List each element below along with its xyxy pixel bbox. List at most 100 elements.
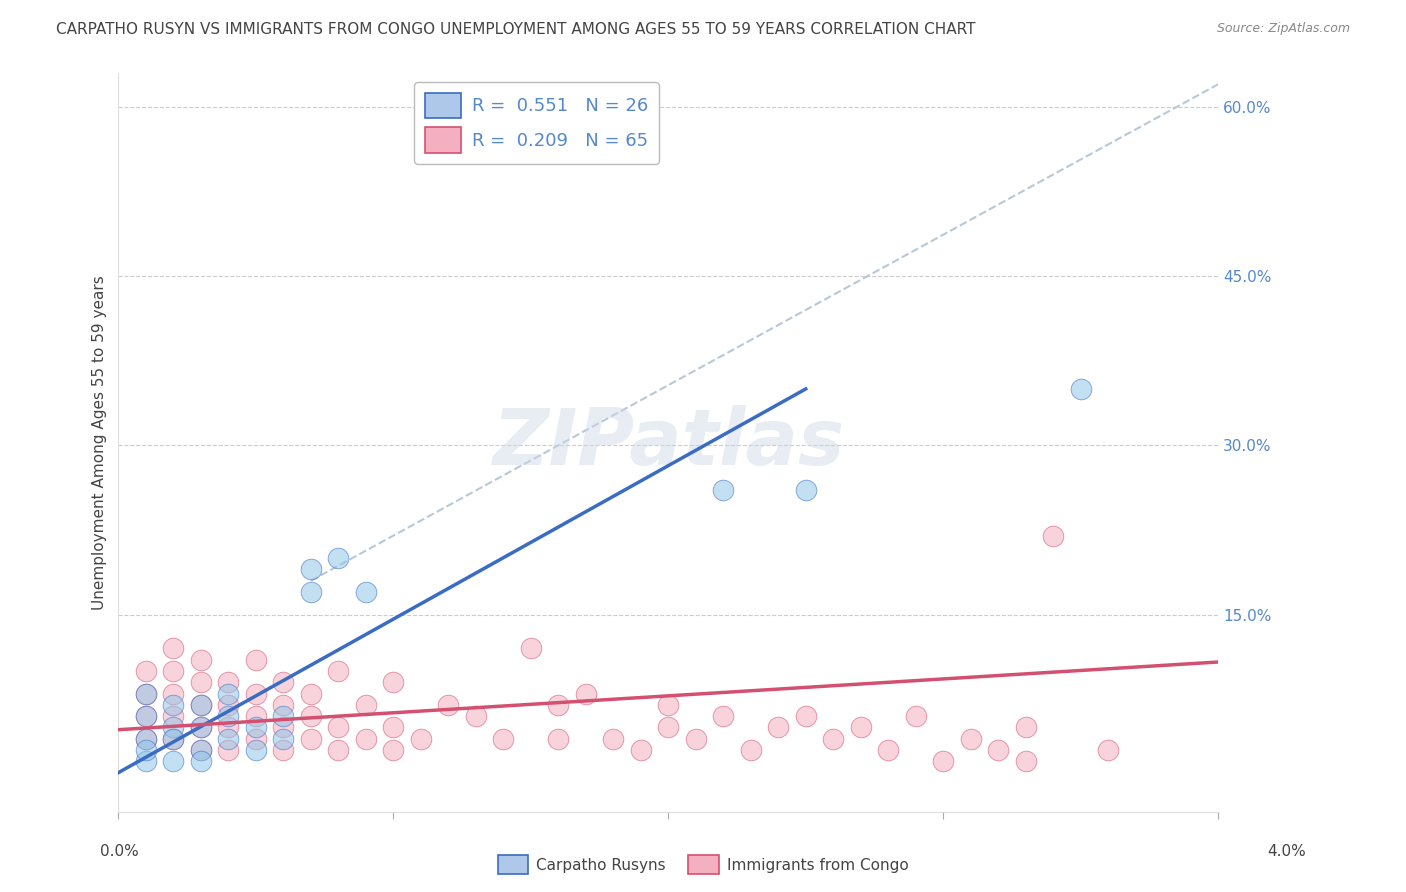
Point bbox=[1042, 528, 1064, 542]
Point bbox=[328, 664, 350, 678]
Point bbox=[437, 698, 460, 712]
Point bbox=[245, 743, 267, 757]
Point bbox=[299, 687, 322, 701]
Point bbox=[328, 551, 350, 566]
Point bbox=[1015, 721, 1038, 735]
Point bbox=[135, 754, 157, 768]
Point bbox=[768, 721, 790, 735]
Point bbox=[904, 709, 927, 723]
Point bbox=[190, 721, 212, 735]
Point bbox=[162, 687, 184, 701]
Point bbox=[547, 731, 569, 746]
Point bbox=[135, 664, 157, 678]
Point bbox=[245, 709, 267, 723]
Point bbox=[987, 743, 1010, 757]
Point bbox=[273, 675, 295, 690]
Point bbox=[932, 754, 955, 768]
Point bbox=[299, 709, 322, 723]
Point bbox=[273, 743, 295, 757]
Point bbox=[299, 585, 322, 599]
Point bbox=[575, 687, 598, 701]
Point bbox=[135, 687, 157, 701]
Text: 4.0%: 4.0% bbox=[1267, 845, 1306, 859]
Point bbox=[135, 731, 157, 746]
Point bbox=[245, 653, 267, 667]
Point bbox=[273, 698, 295, 712]
Point bbox=[245, 731, 267, 746]
Point bbox=[190, 743, 212, 757]
Legend: Carpatho Rusyns, Immigrants from Congo: Carpatho Rusyns, Immigrants from Congo bbox=[492, 849, 914, 880]
Point bbox=[382, 675, 405, 690]
Point bbox=[382, 721, 405, 735]
Point bbox=[190, 698, 212, 712]
Point bbox=[162, 641, 184, 656]
Point bbox=[520, 641, 543, 656]
Point bbox=[162, 698, 184, 712]
Text: Source: ZipAtlas.com: Source: ZipAtlas.com bbox=[1216, 22, 1350, 36]
Point bbox=[382, 743, 405, 757]
Point bbox=[217, 675, 239, 690]
Point bbox=[217, 721, 239, 735]
Point bbox=[135, 709, 157, 723]
Text: CARPATHO RUSYN VS IMMIGRANTS FROM CONGO UNEMPLOYMENT AMONG AGES 55 TO 59 YEARS C: CARPATHO RUSYN VS IMMIGRANTS FROM CONGO … bbox=[56, 22, 976, 37]
Point bbox=[547, 698, 569, 712]
Point bbox=[245, 721, 267, 735]
Y-axis label: Unemployment Among Ages 55 to 59 years: Unemployment Among Ages 55 to 59 years bbox=[93, 275, 107, 610]
Point bbox=[602, 731, 624, 746]
Point bbox=[657, 721, 679, 735]
Point bbox=[657, 698, 679, 712]
Point bbox=[299, 731, 322, 746]
Point bbox=[711, 483, 734, 498]
Point bbox=[740, 743, 762, 757]
Point bbox=[190, 743, 212, 757]
Point bbox=[492, 731, 515, 746]
Point bbox=[217, 698, 239, 712]
Point bbox=[328, 743, 350, 757]
Point bbox=[823, 731, 845, 746]
Point bbox=[190, 675, 212, 690]
Point bbox=[273, 709, 295, 723]
Point bbox=[162, 709, 184, 723]
Point bbox=[354, 698, 377, 712]
Point bbox=[630, 743, 652, 757]
Point bbox=[135, 743, 157, 757]
Text: 0.0%: 0.0% bbox=[100, 845, 139, 859]
Point bbox=[1097, 743, 1119, 757]
Point bbox=[409, 731, 432, 746]
Point bbox=[217, 743, 239, 757]
Point bbox=[794, 483, 817, 498]
Point bbox=[135, 709, 157, 723]
Point bbox=[217, 731, 239, 746]
Point bbox=[217, 687, 239, 701]
Legend: R =  0.551   N = 26, R =  0.209   N = 65: R = 0.551 N = 26, R = 0.209 N = 65 bbox=[413, 82, 659, 164]
Point bbox=[190, 721, 212, 735]
Point bbox=[162, 731, 184, 746]
Point bbox=[1015, 754, 1038, 768]
Text: ZIPatlas: ZIPatlas bbox=[492, 405, 845, 481]
Point bbox=[711, 709, 734, 723]
Point bbox=[162, 754, 184, 768]
Point bbox=[685, 731, 707, 746]
Point bbox=[273, 721, 295, 735]
Point bbox=[135, 687, 157, 701]
Point bbox=[849, 721, 872, 735]
Point bbox=[190, 698, 212, 712]
Point bbox=[162, 664, 184, 678]
Point bbox=[328, 721, 350, 735]
Point bbox=[162, 721, 184, 735]
Point bbox=[245, 687, 267, 701]
Point bbox=[299, 562, 322, 576]
Point bbox=[794, 709, 817, 723]
Point bbox=[190, 653, 212, 667]
Point bbox=[354, 585, 377, 599]
Point bbox=[464, 709, 486, 723]
Point bbox=[217, 709, 239, 723]
Point bbox=[273, 731, 295, 746]
Point bbox=[162, 731, 184, 746]
Point bbox=[959, 731, 981, 746]
Point bbox=[354, 731, 377, 746]
Point bbox=[877, 743, 900, 757]
Point bbox=[190, 754, 212, 768]
Point bbox=[1070, 382, 1092, 396]
Point bbox=[135, 731, 157, 746]
